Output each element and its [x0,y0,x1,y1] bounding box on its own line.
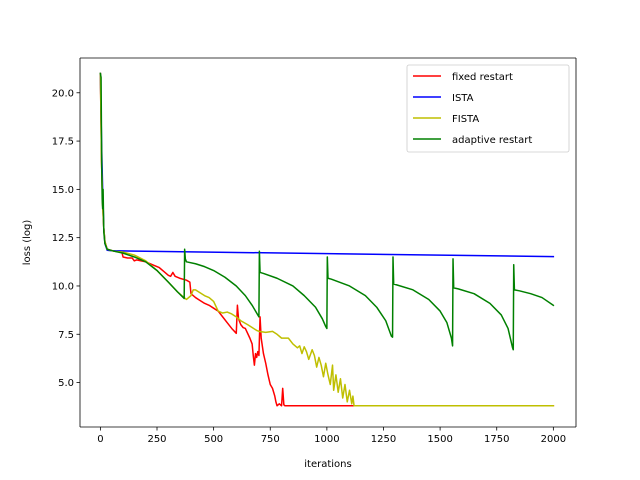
y-axis-label: loss (log) [22,220,33,266]
x-tick-label: 0 [97,434,103,445]
y-tick-label: 7.5 [58,330,74,341]
y-tick-label: 20.0 [52,88,74,99]
legend: fixed restart ISTA FISTA adaptive restart [406,64,570,153]
x-tick-label: 750 [261,434,280,445]
y-tick-label: 12.5 [52,233,74,244]
series-line-adaptive-restart [99,72,555,351]
legend-label-adaptive-restart: adaptive restart [452,135,532,146]
legend-box [406,64,570,153]
y-tick-label: 17.5 [52,137,74,148]
axes [79,57,577,428]
y-tick-label: 10.0 [52,281,74,292]
legend-label-ista: ISTA [452,93,474,104]
x-tick-label: 1500 [427,434,452,445]
ticks: 0 250 500 750 1000 1250 1500 1750 2000 5.0 7.5 10.0… [52,88,566,445]
x-axis-label: iterations [304,459,351,470]
x-tick-label: 1750 [484,434,509,445]
y-tick-label: 5.0 [58,378,74,389]
legend-label-fixed-restart: fixed restart [452,72,513,83]
plot-lines [99,72,555,407]
x-tick-label: 500 [204,434,223,445]
y-tick-label: 15.0 [52,185,74,196]
x-tick-label: 1250 [371,434,396,445]
series-line-fixed-restart [99,72,555,407]
x-tick-label: 2000 [541,434,566,445]
legend-label-fista: FISTA [452,114,479,125]
x-tick-label: 1000 [314,434,339,445]
x-tick-label: 250 [147,434,166,445]
